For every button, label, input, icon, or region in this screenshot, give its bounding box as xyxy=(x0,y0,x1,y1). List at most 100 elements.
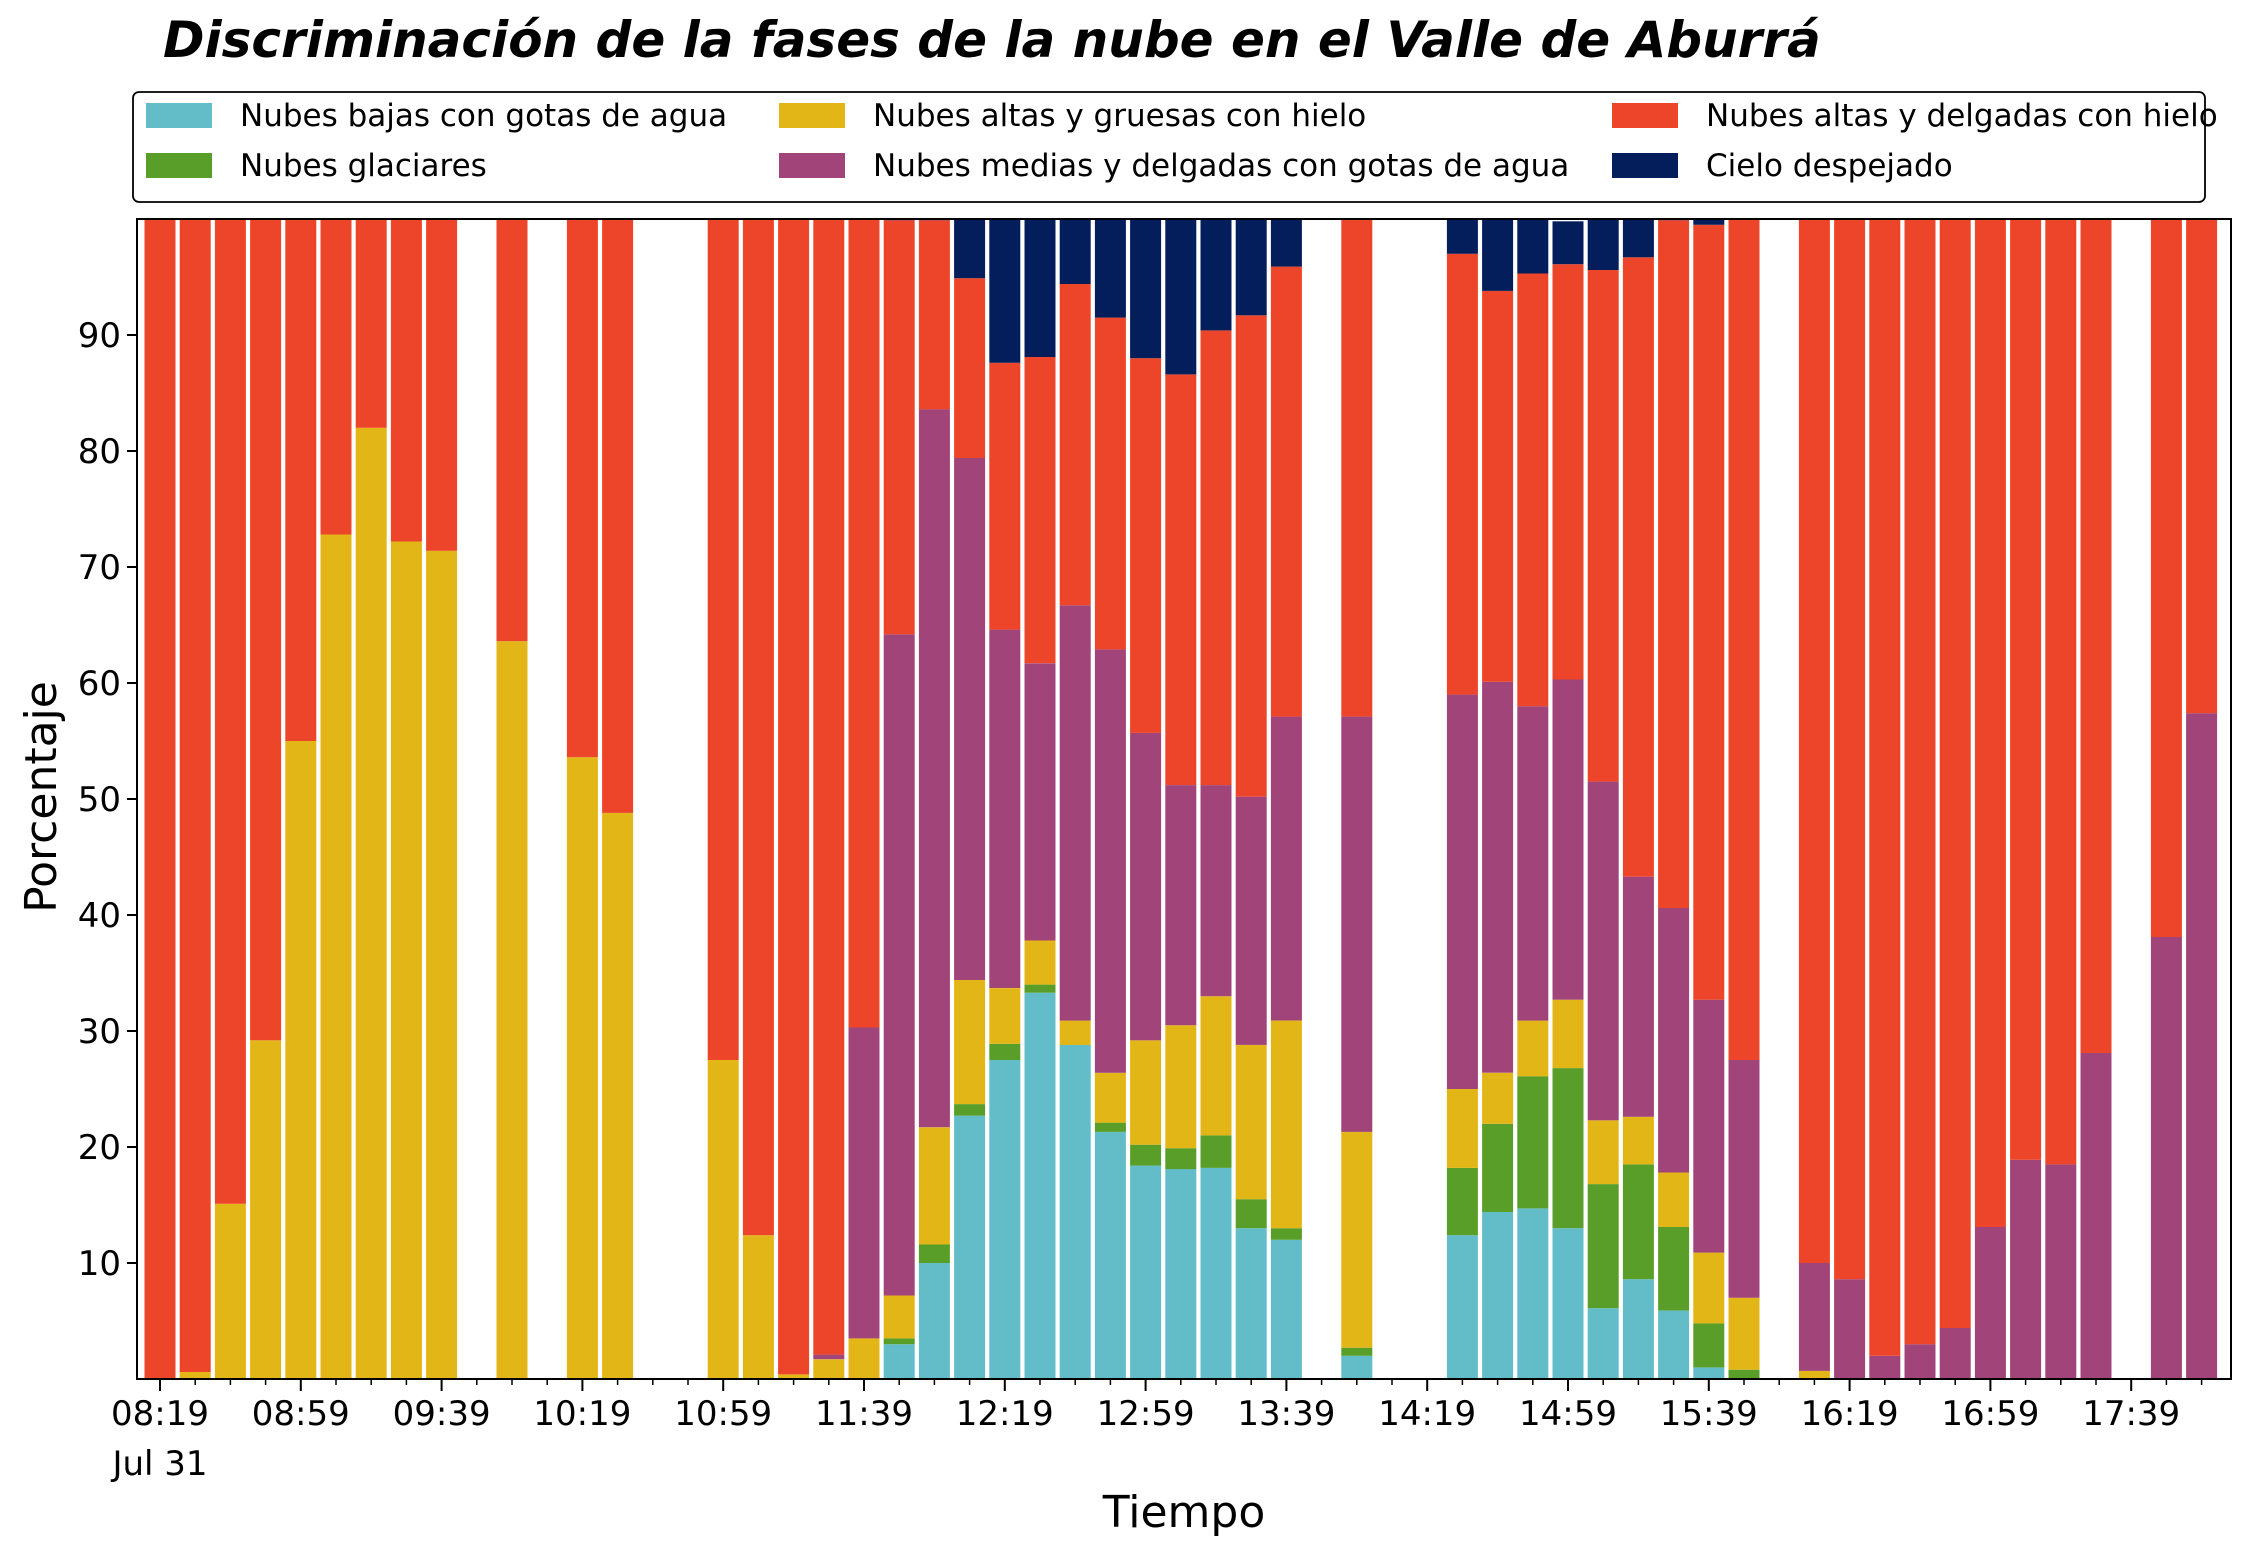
bar-segment xyxy=(918,1244,950,1263)
y-tick-label: 70 xyxy=(78,548,121,588)
bar-segment xyxy=(1798,1263,1830,1371)
legend-label: Nubes bajas con gotas de agua xyxy=(240,98,727,134)
bar-segment xyxy=(1517,219,1549,274)
bar-segment xyxy=(1693,1367,1725,1379)
bar-segment xyxy=(1200,785,1232,997)
legend-swatch xyxy=(146,103,212,128)
x-tick-label: 14:59 xyxy=(1519,1394,1617,1434)
x-tick-label: 10:59 xyxy=(674,1394,772,1434)
legend-label: Nubes altas y delgadas con hielo xyxy=(1706,98,2218,134)
bar-segment xyxy=(1165,219,1197,375)
bar-segment xyxy=(954,1104,986,1116)
bar-segment xyxy=(1798,219,1830,1263)
x-tick-label: 15:39 xyxy=(1660,1394,1758,1434)
x-axis-label: Tiempo xyxy=(1102,1487,1266,1538)
bar-segment xyxy=(320,534,352,1379)
legend-label: Cielo despejado xyxy=(1706,148,1953,184)
bar-segment xyxy=(1341,1131,1373,1348)
legend-entry: Nubes altas y delgadas con hielo xyxy=(1612,98,2218,134)
bar-segment xyxy=(813,1354,845,1360)
bar-segment xyxy=(1130,1144,1162,1166)
bar-segment xyxy=(1482,1123,1514,1212)
bar-segment xyxy=(1235,1228,1267,1379)
bar-segment xyxy=(1130,732,1162,1041)
bar-segment xyxy=(1517,706,1549,1021)
bar-segment xyxy=(1658,1310,1690,1379)
bar-segment xyxy=(2150,219,2182,937)
bar-segment xyxy=(1024,219,1056,357)
bar-segment xyxy=(355,427,387,1379)
bar-segment xyxy=(954,1115,986,1379)
bar-segment xyxy=(778,1374,810,1379)
bar-segment xyxy=(707,1060,739,1379)
bar-segment xyxy=(1552,221,1584,265)
bar-segment xyxy=(918,1127,950,1245)
bar-segment xyxy=(1517,1076,1549,1209)
legend-swatch xyxy=(146,153,212,178)
bar-segment xyxy=(1059,1020,1091,1045)
bar-segment xyxy=(883,1295,915,1339)
y-tick-label: 30 xyxy=(78,1012,121,1052)
bar-segment xyxy=(707,219,739,1060)
legend-label: Nubes glaciares xyxy=(240,148,487,184)
legend-entry: Nubes bajas con gotas de agua xyxy=(146,98,727,134)
legend-swatch xyxy=(1612,153,1678,178)
x-tick-label: 11:39 xyxy=(815,1394,913,1434)
bar-segment xyxy=(390,541,422,1379)
bar-segment xyxy=(918,409,950,1128)
bar-segment xyxy=(1587,1308,1619,1379)
bar-segment xyxy=(1552,1068,1584,1229)
x-tick-label: 17:39 xyxy=(2082,1394,2180,1434)
bar-segment xyxy=(1482,219,1514,291)
bar-segment xyxy=(1728,1060,1760,1298)
bar-segment xyxy=(1200,1135,1232,1168)
bar-segment xyxy=(1728,1297,1760,1370)
bar-segment xyxy=(1587,219,1619,270)
bar-segment xyxy=(144,219,176,1379)
bar-segment xyxy=(1587,781,1619,1121)
bar-segment xyxy=(214,219,246,1204)
bar-segment xyxy=(566,757,598,1379)
bar-segment xyxy=(2186,219,2218,714)
bar-segment xyxy=(2186,713,2218,1379)
bar-segment xyxy=(813,219,845,1355)
bar-segment xyxy=(1130,1040,1162,1145)
bar-segment xyxy=(426,219,458,551)
y-tick-label: 80 xyxy=(78,432,121,472)
bar-segment xyxy=(1693,1252,1725,1324)
bar-segment xyxy=(1658,908,1690,1173)
bar-segment xyxy=(1974,1227,2006,1379)
y-tick-label: 10 xyxy=(78,1244,121,1284)
legend: Nubes bajas con gotas de agua Nubes glaci… xyxy=(132,91,2218,203)
bar-segment xyxy=(1235,219,1267,316)
bar-segment xyxy=(250,1040,282,1379)
x-tick-label: 16:19 xyxy=(1801,1394,1899,1434)
bar-segment xyxy=(2080,219,2112,1053)
x-tick-label: 10:19 xyxy=(533,1394,631,1434)
bar-segment xyxy=(883,1338,915,1345)
bar-segment xyxy=(1658,220,1690,909)
bar-segment xyxy=(1693,1323,1725,1368)
bar-segment xyxy=(1200,219,1232,331)
bar-segment xyxy=(1482,290,1514,682)
bar-segment xyxy=(989,219,1021,363)
bar-segment xyxy=(1482,1072,1514,1124)
bar-segment xyxy=(1270,219,1302,267)
bar-segment xyxy=(1024,663,1056,941)
bar-segment xyxy=(285,741,317,1379)
bar-segment xyxy=(1059,219,1091,284)
bar-segment xyxy=(320,219,352,535)
bar-segment xyxy=(1693,999,1725,1253)
bar-segment xyxy=(1517,1208,1549,1379)
bar-segment xyxy=(2045,219,2077,1165)
bar-segment xyxy=(1552,999,1584,1069)
bar-segment xyxy=(1270,1020,1302,1229)
bar-segment xyxy=(1834,1279,1866,1379)
bar-segment xyxy=(1552,679,1584,1000)
bar-segment xyxy=(1200,996,1232,1136)
bar-segment xyxy=(496,219,528,642)
bar-segment xyxy=(813,1359,845,1379)
y-tick-label: 40 xyxy=(78,896,121,936)
bar-segment xyxy=(1622,1279,1654,1379)
